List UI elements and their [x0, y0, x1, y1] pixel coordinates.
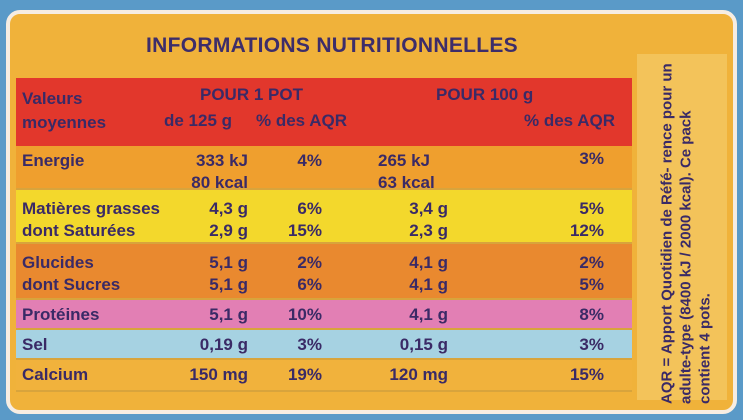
header-pot-size: de 125 g — [164, 111, 233, 130]
table-body: Energie 333 kJ 80 kcal 4% 265 kJ 63 kcal 3% Mat… — [16, 146, 632, 392]
per100-value: 265 kJ — [378, 151, 430, 170]
per100-value: 4,1 g — [409, 275, 448, 294]
row-divider — [16, 242, 632, 244]
nutrient-label: Protéines — [22, 305, 100, 324]
pot-aqr-value: 19% — [287, 365, 322, 384]
row-divider — [16, 188, 632, 190]
header-pour-100g: POUR 100 g — [436, 85, 534, 104]
pot-value: 4,3 g — [209, 199, 248, 218]
pot-value: 333 kJ — [196, 151, 248, 170]
pot-value: 150 mg — [189, 365, 248, 384]
per100-value: 4,1 g — [409, 253, 448, 272]
per100-aqr-value: 12% — [569, 221, 604, 240]
pot-value: 2,9 g — [209, 221, 248, 240]
pot-value: 0,19 g — [199, 335, 248, 354]
row-divider — [16, 390, 632, 392]
per100-aqr-value: 5% — [579, 199, 604, 218]
pot-value: 80 kcal — [191, 173, 248, 192]
nutrition-table: Valeurs moyennes POUR 1 POT de 125 g % d… — [16, 78, 632, 392]
nutrient-label: dont Saturées — [22, 221, 136, 240]
pot-aqr-value: 6% — [297, 199, 322, 218]
per100-aqr-value: 15% — [569, 365, 604, 384]
pot-aqr-value: 6% — [297, 275, 322, 294]
row-divider — [16, 298, 632, 300]
per100-value: 4,1 g — [409, 305, 448, 324]
aqr-note-box — [637, 54, 727, 400]
per100-value: 120 mg — [389, 365, 448, 384]
per100-aqr-value: 3% — [579, 335, 604, 354]
table-row-carbs: Glucides dont Sucres 5,1 g 5,1 g 2% 6% 4,1 g 4,… — [16, 244, 632, 300]
nutrient-label: Energie — [22, 151, 85, 170]
header-moyennes: moyennes — [22, 113, 107, 132]
table-row-energy: Energie 333 kJ 80 kcal 4% 265 kJ 63 kcal 3% — [16, 146, 632, 192]
nutrient-label: Glucides — [22, 253, 94, 272]
table-title: INFORMATIONS NUTRITIONNELLES — [146, 34, 518, 57]
per100-aqr-value: 3% — [579, 149, 604, 168]
row-divider — [16, 328, 632, 330]
per100-value: 63 kcal — [378, 173, 435, 192]
per100-value: 0,15 g — [399, 335, 448, 354]
pot-aqr-value: 15% — [287, 221, 322, 240]
pot-value: 5,1 g — [209, 253, 248, 272]
nutrient-label: Matières grasses — [22, 199, 160, 218]
pot-aqr-value: 2% — [297, 253, 322, 272]
pot-value: 5,1 g — [209, 275, 248, 294]
nutrition-panel: INFORMATIONS NUTRITIONNELLES Valeurs moy… — [6, 10, 737, 414]
pot-aqr-value: 3% — [297, 335, 322, 354]
header-per100-aqr: % des AQR — [524, 111, 616, 130]
nutrient-label: Sel — [22, 335, 48, 354]
table-row-salt: Sel 0,19 g 3% 0,15 g 3% — [16, 330, 632, 360]
per100-aqr-value: 8% — [579, 305, 604, 324]
table-header-row: Valeurs moyennes POUR 1 POT de 125 g % d… — [16, 78, 632, 146]
per100-aqr-value: 5% — [579, 275, 604, 294]
pot-value: 5,1 g — [209, 305, 248, 324]
aqr-note: AQR = Apport Quotidien de Réfé- rence po… — [658, 63, 714, 404]
table-row-fat: Matières grasses dont Saturées 4,3 g 2,9 g 6… — [16, 190, 632, 244]
table-row-calcium: Calcium 150 mg 19% 120 mg 15% — [16, 360, 632, 392]
row-divider — [16, 358, 632, 360]
pot-aqr-value: 4% — [297, 151, 322, 170]
header-pour-1-pot: POUR 1 POT — [200, 85, 303, 104]
pot-aqr-value: 10% — [287, 305, 322, 324]
nutrient-label: dont Sucres — [22, 275, 121, 294]
header-pot-aqr: % des AQR — [256, 111, 348, 130]
per100-value: 2,3 g — [409, 221, 448, 240]
nutrient-label: Calcium — [22, 365, 89, 384]
per100-aqr-value: 2% — [579, 253, 604, 272]
table-row-protein: Protéines 5,1 g 10% 4,1 g 8% — [16, 300, 632, 330]
header-valeurs: Valeurs — [22, 89, 83, 108]
per100-value: 3,4 g — [409, 199, 448, 218]
